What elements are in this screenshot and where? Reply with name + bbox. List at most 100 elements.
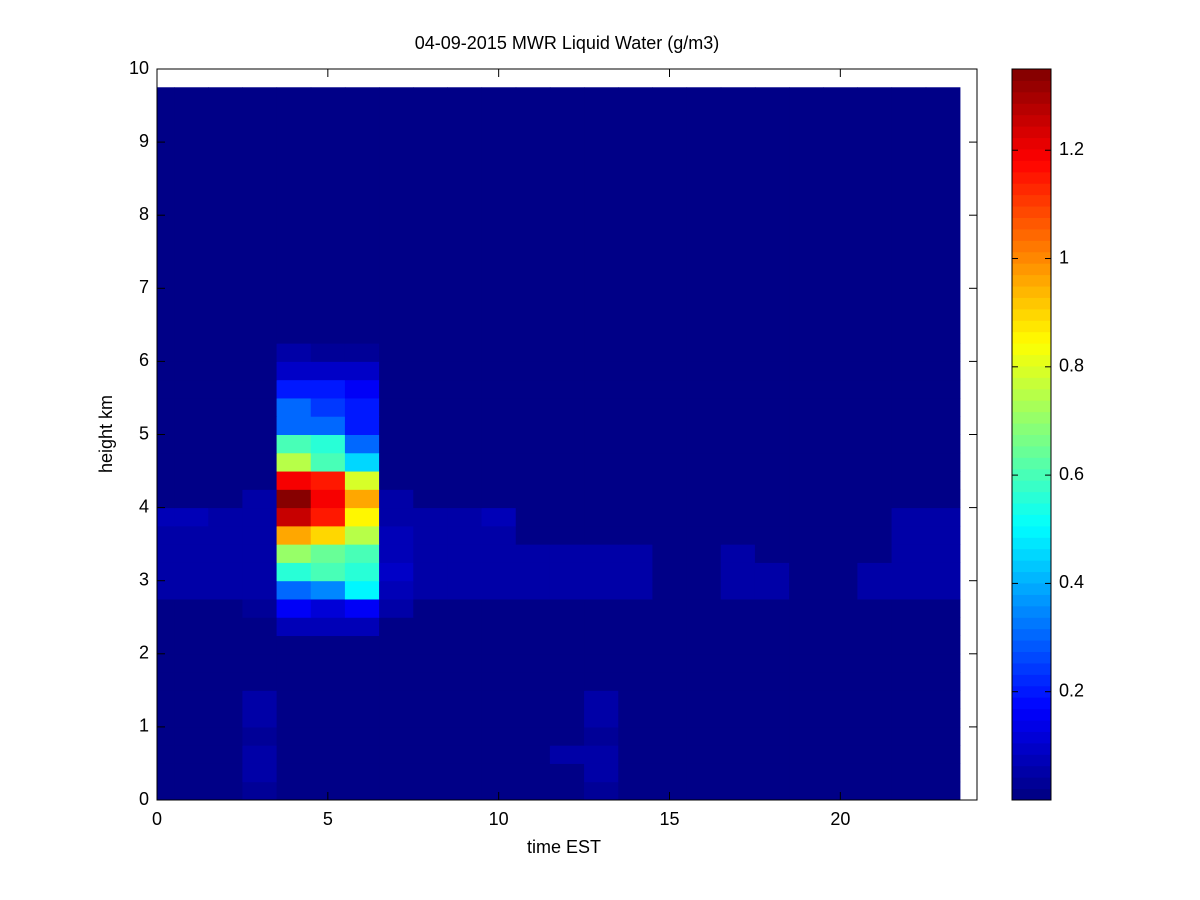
heatmap-cell: [584, 471, 619, 490]
heatmap-cell: [549, 525, 585, 545]
heatmap-cell: [481, 726, 517, 746]
heatmap-cell: [481, 434, 517, 454]
heatmap-cell: [686, 562, 722, 582]
heatmap-cell: [481, 507, 517, 527]
heatmap-cell: [242, 580, 278, 600]
heatmap-cell: [720, 562, 756, 582]
heatmap-cell: [310, 489, 346, 509]
heatmap-cell: [310, 726, 346, 746]
heatmap-cell: [174, 726, 209, 746]
heatmap-cell: [447, 416, 483, 435]
heatmap-cell: [515, 598, 551, 618]
heatmap-cell: [157, 708, 175, 728]
colorbar-step: [1012, 434, 1051, 447]
heatmap-cell: [344, 452, 380, 472]
heatmap-cell: [857, 653, 893, 673]
heatmap-cell: [823, 690, 858, 710]
heatmap-cell: [754, 708, 790, 728]
heatmap-cell: [344, 361, 380, 381]
heatmap-cell: [157, 87, 175, 344]
heatmap-cell: [310, 434, 346, 454]
heatmap-cell: [925, 416, 961, 435]
heatmap-cell: [549, 379, 585, 399]
heatmap-cell: [208, 580, 243, 600]
heatmap-cell: [379, 544, 414, 563]
heatmap-cell: [379, 598, 414, 618]
heatmap-cell: [344, 580, 380, 600]
heatmap-cell: [242, 617, 278, 637]
heatmap-cell: [549, 708, 585, 728]
heatmap-cell: [891, 361, 927, 381]
heatmap-cell: [857, 544, 893, 563]
y-tick-label: 7: [139, 277, 149, 297]
heatmap-cell: [549, 580, 585, 600]
heatmap-cell: [515, 489, 551, 509]
heatmap-cell: [549, 87, 585, 344]
heatmap-cell: [447, 379, 483, 399]
heatmap-cell: [823, 598, 858, 618]
heatmap-cell: [754, 580, 790, 600]
heatmap-cell: [618, 525, 653, 545]
heatmap-cell: [549, 672, 585, 691]
heatmap-cell: [549, 489, 585, 509]
heatmap-cell: [618, 745, 653, 764]
heatmap-cell: [481, 635, 517, 655]
heatmap-cell: [208, 507, 243, 527]
heatmap-cell: [891, 672, 927, 691]
heatmap-cell: [754, 781, 790, 801]
heatmap-cell: [857, 726, 893, 746]
colorbar-step: [1012, 445, 1051, 458]
heatmap-cell: [891, 87, 927, 344]
heatmap-cell: [208, 690, 243, 710]
heatmap-cell: [891, 525, 927, 545]
heatmap-cell: [310, 745, 346, 764]
heatmap-cell: [789, 745, 824, 764]
heatmap-cell: [379, 361, 414, 381]
heatmap-cell: [686, 763, 722, 783]
heatmap-cell: [208, 361, 243, 381]
heatmap-cell: [925, 781, 961, 801]
heatmap-cell: [584, 635, 619, 655]
heatmap-cell: [208, 489, 243, 509]
heatmap-cell: [174, 580, 209, 600]
colorbar-step: [1012, 103, 1051, 116]
heatmap-cell: [174, 397, 209, 417]
heatmap-cell: [925, 397, 961, 417]
heatmap-cell: [208, 745, 243, 764]
heatmap-cell: [208, 635, 243, 655]
heatmap-cell: [157, 507, 175, 527]
heatmap-cell: [857, 635, 893, 655]
colorbar-step: [1012, 605, 1051, 618]
heatmap-cell: [174, 525, 209, 545]
heatmap-cell: [310, 544, 346, 563]
y-tick-label: 8: [139, 204, 149, 224]
heatmap-cell: [174, 416, 209, 435]
heatmap-cell: [157, 379, 175, 399]
heatmap-cell: [925, 434, 961, 454]
heatmap-cell: [174, 781, 209, 801]
heatmap-cell: [652, 580, 688, 600]
colorbar-step: [1012, 171, 1051, 184]
heatmap-cell: [379, 617, 414, 637]
heatmap-cell: [720, 635, 756, 655]
heatmap-cell: [242, 562, 278, 582]
heatmap-cell: [344, 617, 380, 637]
heatmap-cell: [857, 397, 893, 417]
heatmap-cell: [618, 653, 653, 673]
heatmap-cell: [276, 544, 312, 563]
heatmap-cell: [686, 397, 722, 417]
heatmap-cell: [242, 397, 278, 417]
y-tick-label: 1: [139, 716, 149, 736]
heatmap-cell: [857, 489, 893, 509]
heatmap-cell: [584, 690, 619, 710]
heatmap-cell: [618, 544, 653, 563]
heatmap-cell: [925, 745, 961, 764]
heatmap-cell: [754, 379, 790, 399]
heatmap-cell: [720, 87, 756, 344]
colorbar-step: [1012, 240, 1051, 253]
heatmap-cell: [276, 690, 312, 710]
heatmap-cell: [789, 598, 824, 618]
heatmap-cell: [652, 726, 688, 746]
heatmap-cell: [481, 672, 517, 691]
heatmap-cell: [720, 507, 756, 527]
